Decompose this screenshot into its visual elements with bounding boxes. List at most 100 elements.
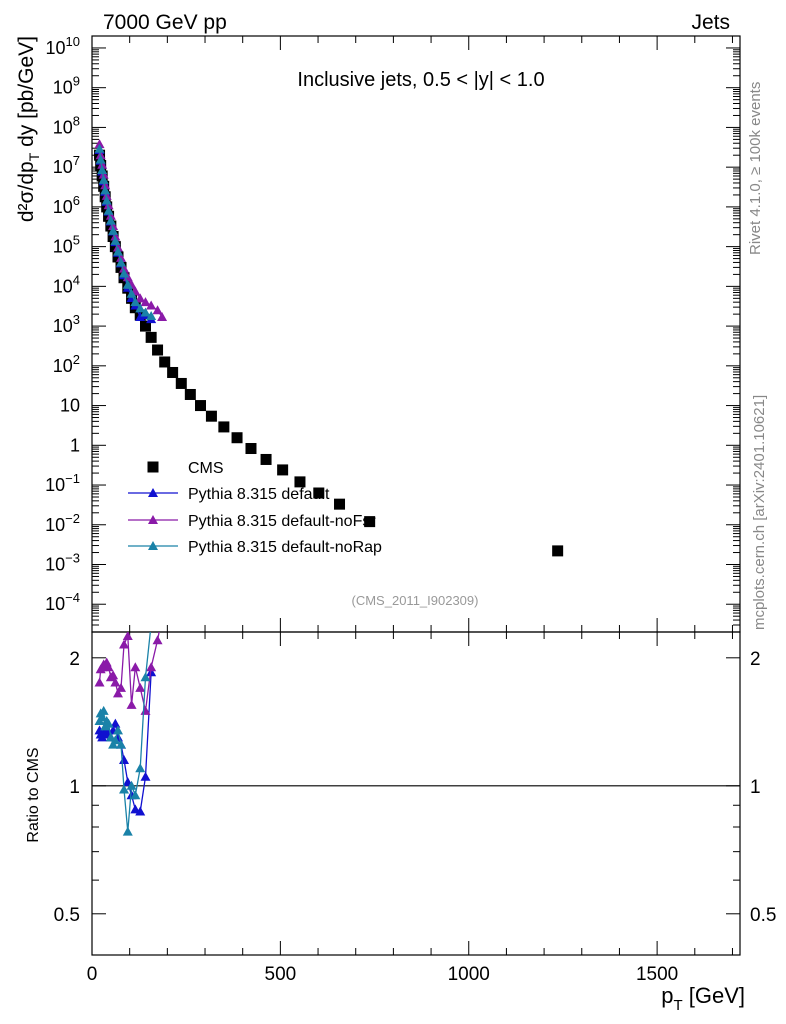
ratio-point	[116, 739, 127, 749]
x-axis-label-text: pT [GeV]	[661, 983, 745, 1014]
legend-marker	[148, 541, 158, 550]
y-tick-label: 107	[53, 153, 80, 177]
ratio-point	[122, 826, 133, 836]
mc-point	[94, 139, 105, 149]
y-tick-label: 10−4	[45, 590, 80, 614]
ratio-point	[103, 718, 114, 728]
y-tick-label: 10−3	[45, 550, 80, 574]
ratio-tick-label-right: 0.5	[750, 905, 776, 926]
cms-point	[139, 320, 151, 332]
y-tick-label: 102	[53, 352, 80, 376]
mc-point	[119, 263, 130, 273]
cms-point	[364, 516, 376, 528]
mc-point	[146, 300, 157, 310]
ratio-point	[112, 688, 123, 698]
ratio-plot-marks	[94, 612, 167, 836]
y-tick-label: 10−1	[45, 471, 80, 495]
y-axis-label-text: d²σ/dpT dy [pb/GeV]	[15, 36, 42, 222]
ratio-point	[152, 635, 163, 645]
ratio-frame	[91, 631, 741, 956]
mc-point	[146, 310, 157, 320]
ratio-point	[103, 662, 114, 672]
y-axis-label: d²σ/dpT dy [pb/GeV]	[15, 36, 42, 222]
cms-point	[245, 443, 257, 455]
legend-marker	[148, 488, 158, 497]
cms-point	[115, 261, 127, 273]
legend: CMS Pythia 8.315 default Pythia 8.315 defa…	[128, 460, 382, 556]
mc-point	[116, 252, 127, 262]
ratio-point	[135, 763, 146, 773]
ratio-point	[119, 784, 130, 794]
y-tick-label: 106	[53, 193, 80, 217]
mc-point	[157, 311, 168, 321]
ratio-point	[146, 619, 156, 628]
mc-point	[135, 293, 146, 303]
cms-point	[334, 498, 346, 510]
rivet-label: Rivet 4.1.0, ≥ 100k events	[747, 82, 764, 255]
ratio-point	[140, 672, 151, 682]
ratio-point	[94, 677, 105, 687]
mc-point	[103, 205, 114, 215]
legend-label: Pythia 8.315 default-noRap	[188, 539, 382, 556]
mc-point	[140, 307, 151, 317]
ratio-point	[110, 735, 121, 745]
mcplots-label: mcplots.cern.ch [arXiv:2401.10621]	[751, 395, 768, 630]
legend-label: Pythia 8.315 default-noFsr	[188, 513, 376, 530]
ratio-y-axis-label: Ratio to CMS	[25, 747, 42, 842]
series-3	[94, 143, 157, 320]
y-tick-label: 10	[60, 396, 80, 416]
ratio-tick-label-right: 2	[750, 649, 761, 670]
watermark: (CMS_2011_I902309)	[352, 593, 479, 608]
mc-point	[101, 190, 112, 200]
ratio-point	[146, 662, 157, 672]
cms-point	[294, 476, 306, 488]
mc-point	[97, 164, 108, 174]
cms-point	[260, 453, 272, 465]
ratio-point	[140, 771, 151, 781]
header-left: 7000 GeV pp	[103, 11, 227, 34]
legend-label: Pythia 8.315 default	[188, 486, 330, 503]
ratio-panel: 0 500 1000 1500 0.5 0.5 1 1 2 2	[54, 631, 776, 985]
ratio-series-3	[94, 619, 156, 836]
ratio-point	[119, 754, 130, 764]
mc-point	[98, 174, 109, 184]
mc-point	[105, 210, 116, 220]
mc-point	[97, 159, 108, 169]
mc-point	[119, 268, 130, 278]
cms-point	[159, 356, 171, 368]
x-tick-label: 0	[87, 964, 98, 985]
mc-point	[98, 169, 109, 179]
mc-point	[108, 221, 119, 231]
ratio-point	[130, 790, 141, 800]
mc-point	[116, 257, 127, 267]
y-tick-label: 109	[53, 74, 80, 98]
header-right: Jets	[691, 11, 730, 34]
y-tick-label: 10−2	[45, 511, 80, 535]
ratio-point	[135, 806, 146, 816]
cms-point	[109, 241, 121, 253]
ratio-point	[97, 712, 108, 722]
ratio-point	[122, 632, 133, 641]
mc-point	[101, 195, 112, 205]
x-tick-label: 1000	[448, 964, 490, 985]
ratio-tick-label: 2	[69, 649, 80, 670]
cms-point	[277, 464, 289, 476]
x-tick-label: 500	[265, 964, 297, 985]
ratio-tick-label: 0.5	[54, 905, 80, 926]
mc-point	[95, 154, 106, 164]
cms-point	[152, 344, 164, 356]
cms-point	[231, 432, 243, 444]
x-axis-label: pT [GeV]	[661, 983, 745, 1014]
ratio-point	[112, 725, 123, 735]
mc-point	[108, 225, 119, 235]
cms-point	[145, 331, 157, 343]
mc-point	[135, 303, 146, 313]
ratio-point	[157, 612, 167, 621]
cms-point	[205, 410, 217, 422]
y-tick-label: 1	[70, 435, 80, 455]
mc-point	[100, 180, 111, 190]
cms-point	[218, 421, 230, 433]
ratio-point	[110, 677, 121, 687]
ratio-point	[119, 639, 130, 649]
